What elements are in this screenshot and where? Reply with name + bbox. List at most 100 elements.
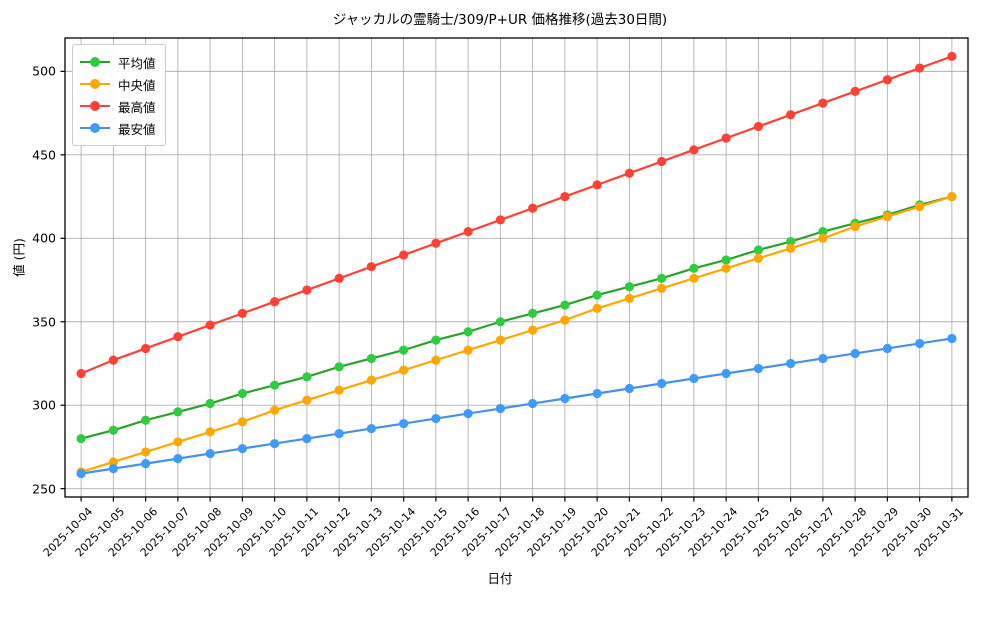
data-point-marker <box>528 325 538 335</box>
data-point-marker <box>850 222 860 232</box>
chart-legend: 平均値中央値最高値最安値 <box>72 44 166 146</box>
data-point-marker <box>753 363 763 374</box>
legend-swatch-icon <box>80 121 110 135</box>
data-point-marker <box>624 383 634 394</box>
y-tick-label: 500 <box>32 63 56 79</box>
data-point-marker <box>721 133 731 143</box>
data-point-marker <box>270 297 280 307</box>
data-point-marker <box>592 303 602 313</box>
data-point-marker <box>786 237 796 247</box>
data-point-marker <box>592 290 602 300</box>
legend-item[interactable]: 中央値 <box>80 73 156 95</box>
legend-marker-icon <box>90 57 100 67</box>
data-point-marker <box>302 395 312 405</box>
legend-swatch-icon <box>80 99 110 113</box>
data-point-marker <box>270 380 280 390</box>
data-point-marker <box>237 444 247 454</box>
data-point-marker <box>753 245 763 255</box>
data-point-marker <box>108 355 118 365</box>
legend-label: 最安値 <box>118 121 156 137</box>
data-point-marker <box>495 335 505 345</box>
data-point-marker <box>205 449 215 459</box>
data-point-marker <box>915 63 925 73</box>
data-point-marker <box>689 273 699 283</box>
data-point-marker <box>786 110 796 120</box>
chart-title: ジャッカルの霊騎士/309/P+UR 価格推移(過去30日間) <box>332 12 668 28</box>
data-point-marker <box>786 358 796 369</box>
data-point-marker <box>689 145 699 155</box>
data-point-marker <box>270 438 280 449</box>
data-point-marker <box>528 398 538 409</box>
data-point-marker <box>173 437 183 447</box>
data-point-marker <box>108 464 118 474</box>
data-point-marker <box>302 433 312 444</box>
data-point-marker <box>528 308 538 318</box>
data-point-marker <box>786 243 796 253</box>
data-point-marker <box>334 362 344 372</box>
legend-label: 最高値 <box>118 99 156 115</box>
data-point-marker <box>689 373 699 384</box>
data-point-marker <box>850 86 860 97</box>
data-point-marker <box>495 317 505 327</box>
data-point-marker <box>431 238 441 248</box>
data-point-marker <box>76 433 86 444</box>
data-point-marker <box>624 282 634 292</box>
data-point-marker <box>818 227 828 237</box>
data-point-marker <box>76 368 86 379</box>
y-tick-label: 350 <box>32 314 56 330</box>
y-tick-label: 300 <box>32 397 56 413</box>
data-point-marker <box>721 368 731 379</box>
legend-label: 平均値 <box>118 55 156 71</box>
data-point-marker <box>657 156 667 167</box>
data-point-marker <box>592 388 602 399</box>
plot-frame <box>64 37 969 498</box>
data-point-marker <box>334 428 344 439</box>
plot-area <box>60 37 969 502</box>
x-axis-label: 日付 <box>487 571 513 586</box>
data-point-marker <box>947 191 957 202</box>
data-point-marker <box>366 375 376 385</box>
series-line <box>80 195 953 440</box>
series-line <box>80 55 953 375</box>
y-tick-label: 250 <box>32 481 56 497</box>
data-point-marker <box>657 273 667 283</box>
series-line <box>80 195 953 474</box>
data-point-marker <box>657 283 667 293</box>
data-point-marker <box>882 211 892 222</box>
data-point-marker <box>399 418 409 429</box>
data-point-marker <box>818 233 828 243</box>
data-point-marker <box>141 459 151 469</box>
data-point-marker <box>366 353 376 364</box>
data-point-marker <box>689 263 699 273</box>
data-point-marker <box>399 250 409 260</box>
data-point-marker <box>108 425 118 435</box>
series-line <box>80 337 953 475</box>
data-point-marker <box>560 300 570 310</box>
data-point-marker <box>463 408 473 419</box>
legend-label: 中央値 <box>118 77 156 93</box>
data-point-marker <box>205 427 215 437</box>
legend-item[interactable]: 最安値 <box>80 117 156 139</box>
data-point-marker <box>463 345 473 355</box>
data-point-marker <box>205 320 215 330</box>
y-tick-label: 450 <box>32 147 56 163</box>
legend-item[interactable]: 最高値 <box>80 95 156 117</box>
axis-ticks <box>60 70 953 502</box>
data-point-marker <box>399 345 409 355</box>
data-point-marker <box>947 333 957 344</box>
data-point-marker <box>76 469 86 479</box>
legend-marker-icon <box>90 79 100 89</box>
grid-lines <box>65 38 968 497</box>
chart-figure: ジャッカルの霊騎士/309/P+UR 価格推移(過去30日間) 値 (円) 日付… <box>12 12 969 586</box>
legend-swatch-icon <box>80 77 110 91</box>
data-point-marker <box>334 385 344 395</box>
legend-item[interactable]: 平均値 <box>80 51 156 73</box>
data-point-marker <box>302 372 312 382</box>
data-point-marker <box>753 253 763 263</box>
data-point-marker <box>915 338 925 349</box>
data-point-marker <box>882 75 892 85</box>
data-point-marker <box>850 348 860 359</box>
data-point-marker <box>560 191 570 202</box>
data-point-marker <box>237 417 247 427</box>
data-point-marker <box>366 262 376 272</box>
